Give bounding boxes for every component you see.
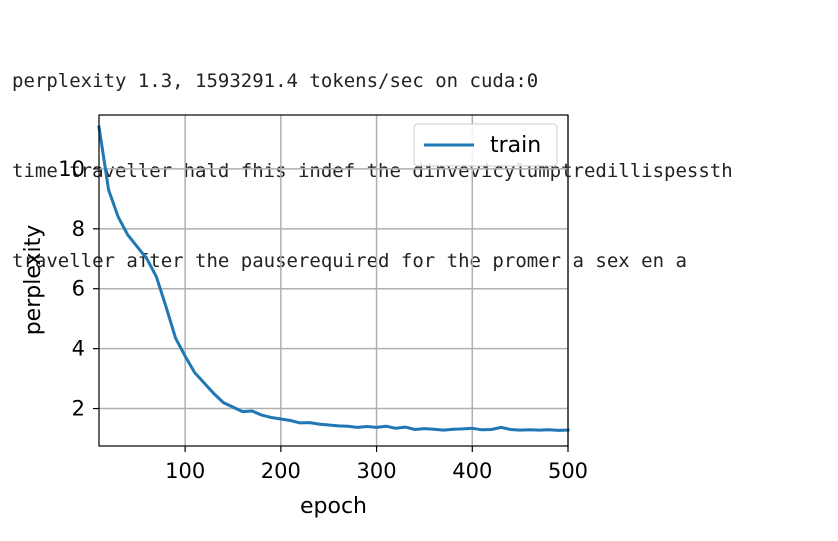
x-tick-label-100: 100 [165, 459, 205, 483]
console-line-sample-2: traveller after the pauserequired for th… [12, 250, 687, 272]
legend-label-train: train [490, 133, 541, 158]
y-axis-label: perplexity [21, 225, 46, 336]
console-line-perplexity: perplexity 1.3, 1593291.4 tokens/sec on … [12, 70, 539, 92]
x-tick-label-400: 400 [452, 459, 492, 483]
console-output: perplexity 1.3, 1593291.4 tokens/sec on … [12, 6, 733, 306]
series-layer [97, 125, 570, 432]
legend: train [413, 123, 558, 167]
x-tick-label-200: 200 [261, 459, 301, 483]
x-tick-label-300: 300 [357, 459, 397, 483]
console-line-sample-1: time traveller hald fhis indef the dinve… [12, 160, 733, 182]
y-tick-label-8: 8 [72, 217, 85, 241]
series-line-train [97, 125, 570, 432]
y-tick-label-2: 2 [72, 397, 85, 421]
x-axis-label: epoch [300, 494, 367, 519]
y-tick-label-4: 4 [72, 337, 85, 361]
x-axis-ticks: 100 200 300 400 500 [165, 446, 588, 483]
y-tick-label-6: 6 [72, 277, 85, 301]
y-axis-ticks: 2 4 6 8 10 [58, 157, 99, 421]
x-tick-label-500: 500 [548, 459, 588, 483]
y-tick-label-10: 10 [58, 157, 85, 181]
legend-box [413, 123, 558, 167]
plot-frame [98, 114, 569, 447]
grid-lines [99, 115, 569, 446]
